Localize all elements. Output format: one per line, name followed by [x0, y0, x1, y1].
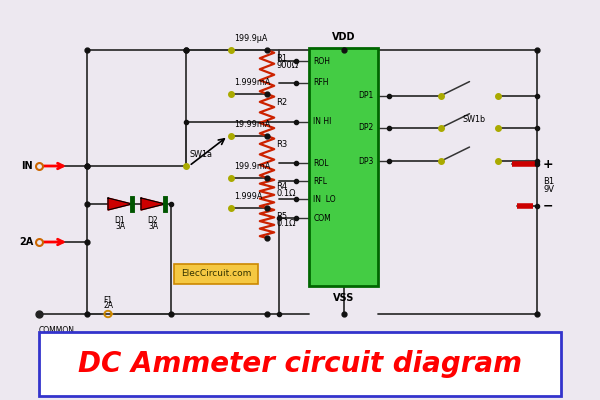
Text: R5: R5: [277, 212, 288, 221]
Text: R1: R1: [277, 54, 288, 63]
Text: 2A: 2A: [103, 301, 113, 310]
Text: 1.999mA: 1.999mA: [234, 78, 271, 87]
Text: R3: R3: [277, 140, 288, 149]
Text: 2A: 2A: [19, 237, 33, 247]
Text: IN: IN: [22, 161, 33, 171]
Polygon shape: [108, 198, 132, 210]
Text: ElecCircuit.com: ElecCircuit.com: [181, 270, 251, 278]
Bar: [309, 48, 378, 286]
Text: −: −: [543, 200, 554, 212]
Text: SW1b: SW1b: [463, 115, 485, 124]
Text: F1: F1: [103, 296, 113, 305]
Text: VSS: VSS: [333, 293, 354, 303]
Text: +: +: [543, 158, 554, 170]
Text: 19.99mA: 19.99mA: [234, 120, 271, 129]
Text: B1: B1: [543, 178, 554, 186]
Text: IN  LO: IN LO: [313, 195, 336, 204]
Text: ROH: ROH: [313, 56, 330, 66]
Text: 1.999A: 1.999A: [234, 192, 262, 201]
Text: RFL: RFL: [313, 177, 327, 186]
Text: R4: R4: [277, 182, 288, 191]
Text: 199.9mA: 199.9mA: [234, 162, 271, 171]
FancyBboxPatch shape: [174, 264, 259, 284]
Text: DP2: DP2: [359, 123, 374, 132]
Polygon shape: [141, 198, 165, 210]
Text: D1: D1: [115, 216, 125, 225]
Text: IN HI: IN HI: [313, 117, 332, 126]
Text: 3A: 3A: [148, 222, 158, 231]
Text: DP1: DP1: [359, 91, 374, 100]
Text: 199.9μA: 199.9μA: [234, 34, 268, 43]
Text: RFH: RFH: [313, 78, 329, 87]
Text: COM: COM: [313, 214, 331, 223]
Text: 0.1Ω: 0.1Ω: [277, 219, 296, 228]
Text: 0.1Ω: 0.1Ω: [277, 189, 296, 198]
Text: D2: D2: [148, 216, 158, 225]
Text: COMMON: COMMON: [39, 326, 75, 335]
Text: DP3: DP3: [358, 156, 374, 166]
Text: 9V: 9V: [543, 186, 554, 194]
Text: 900Ω: 900Ω: [277, 61, 299, 70]
Text: ROL: ROL: [313, 159, 329, 168]
Text: SW1a: SW1a: [189, 150, 212, 159]
FancyBboxPatch shape: [39, 332, 561, 396]
Text: DC Ammeter circuit diagram: DC Ammeter circuit diagram: [78, 350, 522, 378]
Text: VDD: VDD: [332, 32, 355, 42]
Text: R2: R2: [277, 98, 288, 107]
Text: 3A: 3A: [115, 222, 125, 231]
